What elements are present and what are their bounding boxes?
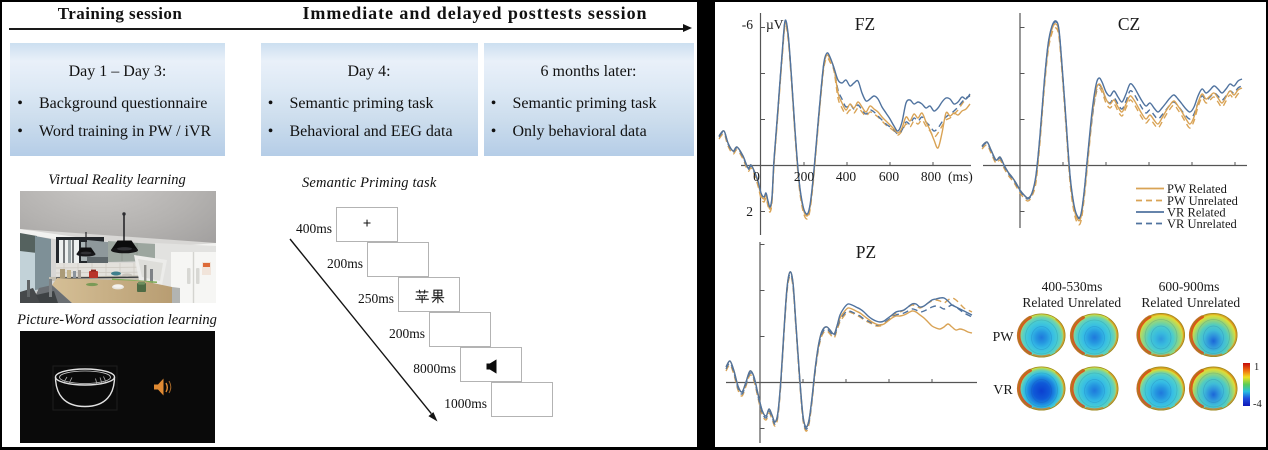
svg-text:1: 1 <box>1254 362 1259 373</box>
svg-text:PW Unrelated: PW Unrelated <box>1167 194 1239 208</box>
svg-text:600-900ms: 600-900ms <box>1159 279 1220 294</box>
svg-text:(ms): (ms) <box>948 169 973 184</box>
svg-text:Related: Related <box>1022 295 1063 310</box>
svg-text:Unrelated: Unrelated <box>1068 295 1121 310</box>
svg-text:Related: Related <box>1141 295 1182 310</box>
svg-text:2: 2 <box>746 204 753 219</box>
svg-text:200: 200 <box>794 169 815 184</box>
svg-text:Unrelated: Unrelated <box>1187 295 1240 310</box>
svg-text:VR: VR <box>993 383 1013 398</box>
svg-text:800: 800 <box>921 169 942 184</box>
svg-text:-4: -4 <box>1253 399 1262 410</box>
svg-text:PW Related: PW Related <box>1167 182 1228 196</box>
svg-text:0: 0 <box>753 169 760 184</box>
svg-text:µV: µV <box>766 17 784 32</box>
svg-text:VR Related: VR Related <box>1167 206 1226 220</box>
svg-text:PW: PW <box>993 330 1015 345</box>
svg-text:400: 400 <box>836 169 857 184</box>
svg-text:VR Unrelated: VR Unrelated <box>1167 217 1238 231</box>
svg-text:600: 600 <box>879 169 900 184</box>
svg-text:-6: -6 <box>742 17 753 32</box>
svg-text:FZ: FZ <box>855 14 875 34</box>
svg-text:CZ: CZ <box>1118 14 1140 34</box>
svg-text:PZ: PZ <box>856 242 876 262</box>
svg-text:400-530ms: 400-530ms <box>1042 279 1103 294</box>
